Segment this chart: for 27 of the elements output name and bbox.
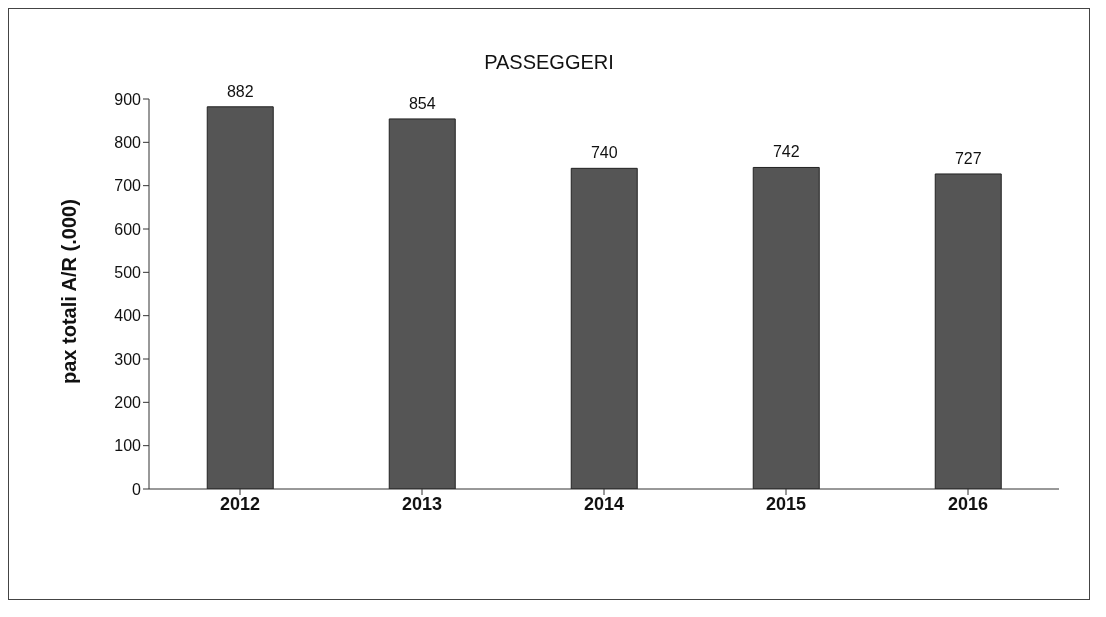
x-tick-label: 2015: [765, 493, 807, 514]
y-tick-label: 100: [114, 437, 142, 455]
chart-title: PASSEGGERI: [483, 51, 615, 74]
data-label: 882: [226, 82, 254, 100]
y-tick-label: 500: [114, 264, 142, 282]
y-tick-label: 200: [114, 394, 142, 412]
bar: [206, 106, 274, 489]
bar: [570, 167, 638, 489]
data-label: 727: [954, 149, 982, 167]
y-tick-label: 0: [132, 480, 142, 498]
data-label: 854: [408, 94, 436, 112]
y-tick-label: 700: [114, 177, 142, 195]
bar: [934, 173, 1002, 489]
x-tick-label: 2014: [583, 493, 625, 514]
y-tick-label: 600: [114, 220, 142, 238]
y-axis-title: pax totali A/R (.000): [58, 199, 81, 384]
bar: [752, 166, 820, 489]
x-tick-label: 2016: [947, 493, 989, 514]
data-label: 740: [590, 144, 618, 162]
data-label: 742: [772, 143, 800, 161]
y-tick-label: 900: [114, 90, 142, 108]
x-tick-label: 2012: [219, 493, 261, 514]
y-tick-label: 800: [114, 134, 142, 152]
y-tick-label: 300: [114, 350, 142, 368]
bar: [388, 118, 456, 489]
x-tick-label: 2013: [401, 493, 443, 514]
y-tick-label: 400: [114, 307, 142, 325]
